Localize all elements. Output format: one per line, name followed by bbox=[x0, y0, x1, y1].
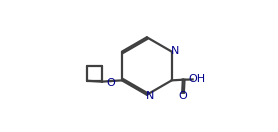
Text: O: O bbox=[178, 91, 187, 101]
Text: O: O bbox=[106, 78, 115, 88]
Text: OH: OH bbox=[188, 74, 205, 84]
Text: N: N bbox=[170, 46, 179, 56]
Text: N: N bbox=[145, 91, 154, 101]
